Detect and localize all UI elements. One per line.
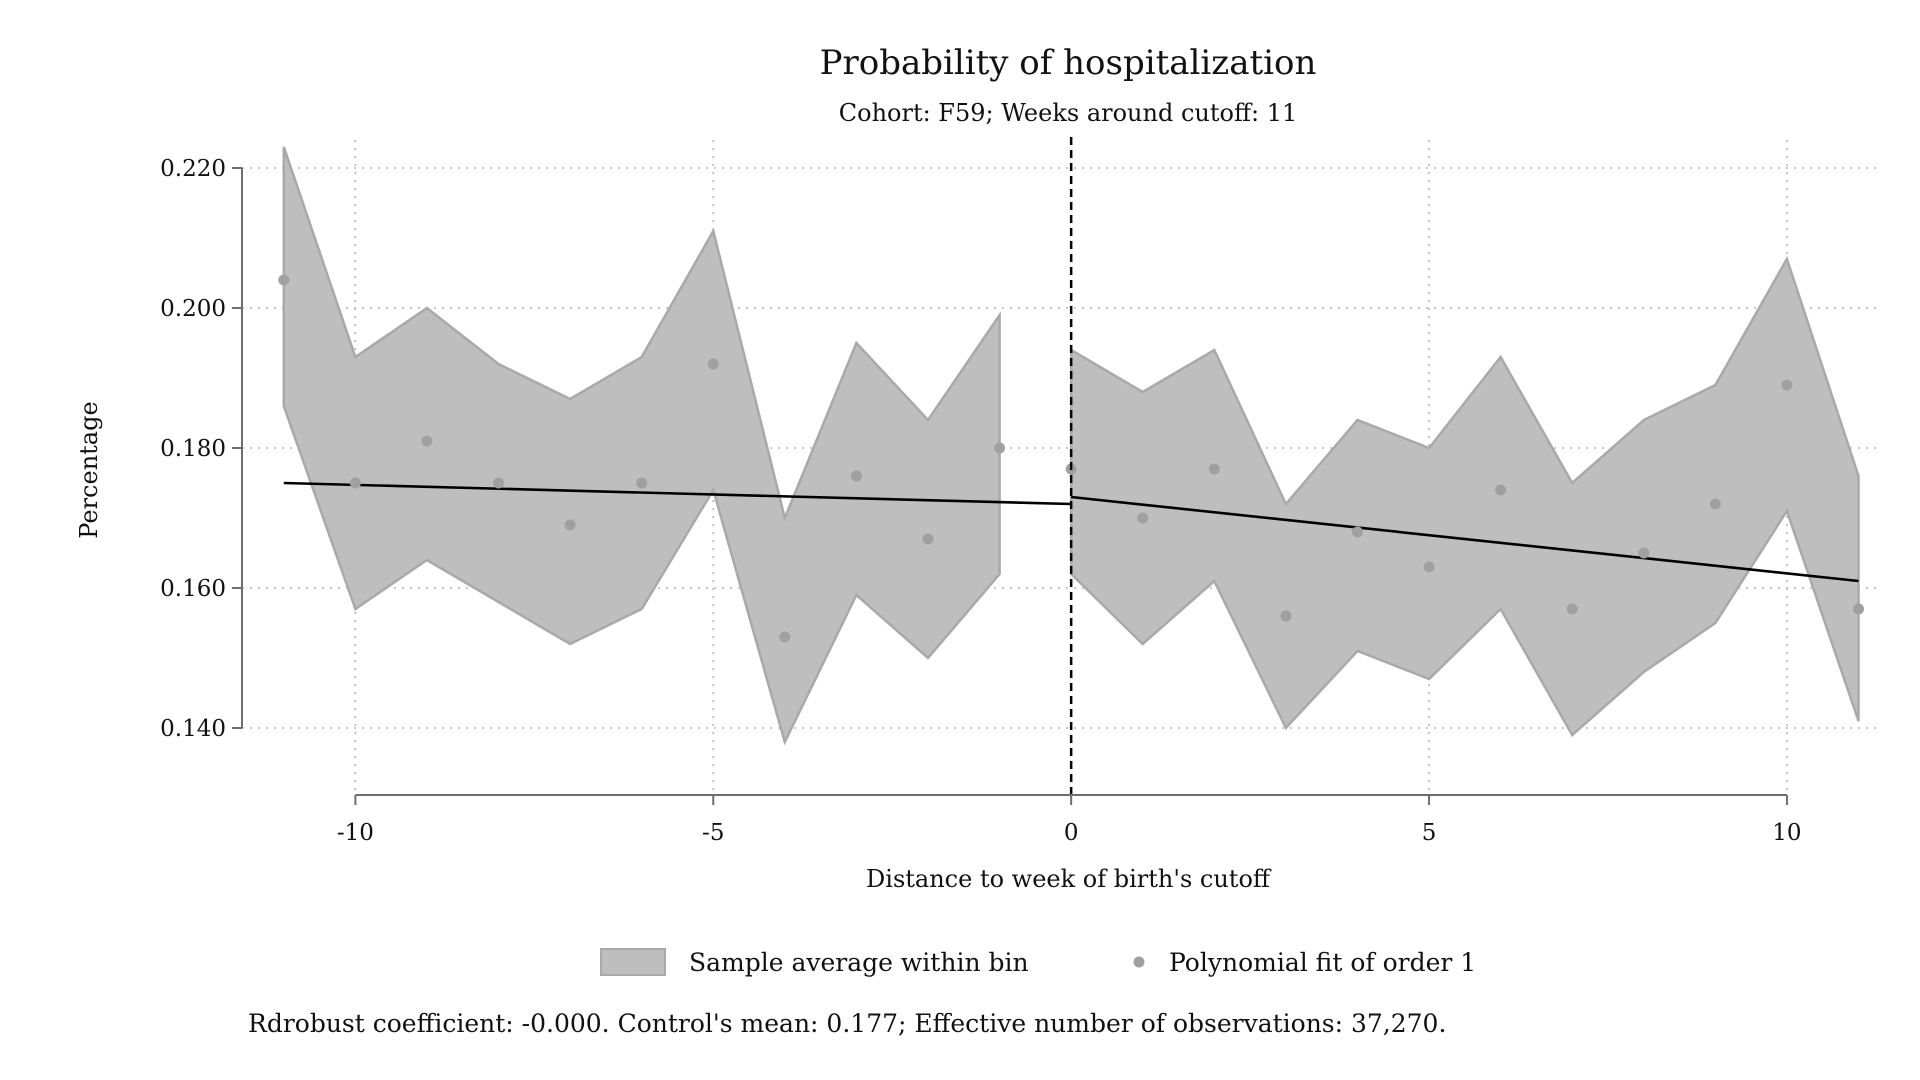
bin-point <box>1280 610 1292 622</box>
bin-point <box>1423 561 1435 573</box>
x-tick-label: -5 <box>702 820 724 846</box>
bin-point <box>636 477 648 489</box>
chart-title: Probability of hospitalization <box>820 43 1317 83</box>
bin-point <box>1853 603 1865 615</box>
x-tick-label: 10 <box>1772 820 1801 846</box>
bin-points <box>278 274 1865 643</box>
bin-point <box>349 477 361 489</box>
bin-point <box>779 631 791 643</box>
bin-point <box>1351 526 1363 538</box>
bin-point <box>707 358 719 370</box>
bin-point <box>421 435 433 447</box>
fit-line-left <box>283 481 1072 506</box>
footnote: Rdrobust coefficient: -0.000. Control's … <box>248 1009 1446 1038</box>
x-tick-label: -10 <box>337 820 374 846</box>
bin-point <box>1781 379 1793 391</box>
bin-point <box>564 519 576 531</box>
bin-point <box>493 477 505 489</box>
fit-line-right <box>1071 495 1859 583</box>
y-tick-label: 0.220 <box>160 156 226 182</box>
legend: Sample average within bin Polynomial fit… <box>600 948 1476 977</box>
confidence-bands <box>282 146 1860 746</box>
fit-lines <box>283 481 1859 583</box>
legend-label-band: Sample average within bin <box>689 948 1029 977</box>
legend-label-dot: Polynomial fit of order 1 <box>1169 948 1476 977</box>
legend-dot-symbol <box>1133 956 1145 968</box>
y-axis-label: Percentage <box>75 401 103 538</box>
x-tick-label: 0 <box>1064 820 1079 846</box>
legend-band-swatch <box>600 948 666 976</box>
chart-subtitle: Cohort: F59; Weeks around cutoff: 11 <box>839 99 1298 127</box>
bin-point <box>1566 603 1578 615</box>
bin-point <box>1137 512 1149 524</box>
confidence-band-left <box>282 146 1001 746</box>
bin-point <box>922 533 934 545</box>
confidence-band-right <box>1069 255 1860 737</box>
bin-point <box>278 274 290 286</box>
bin-point <box>850 470 862 482</box>
bin-point <box>1638 547 1650 559</box>
y-tick-label: 0.180 <box>160 436 226 462</box>
x-tick-label: 5 <box>1422 820 1437 846</box>
bin-point <box>1208 463 1220 475</box>
x-axis-label: Distance to week of birth's cutoff <box>866 865 1272 893</box>
bin-point <box>1709 498 1721 510</box>
y-tick-label: 0.160 <box>160 576 226 602</box>
bin-point <box>1495 484 1507 496</box>
tick-marks <box>232 167 1788 805</box>
y-tick-label: 0.200 <box>160 296 226 322</box>
bin-point <box>994 442 1006 454</box>
y-tick-label: 0.140 <box>160 716 226 742</box>
